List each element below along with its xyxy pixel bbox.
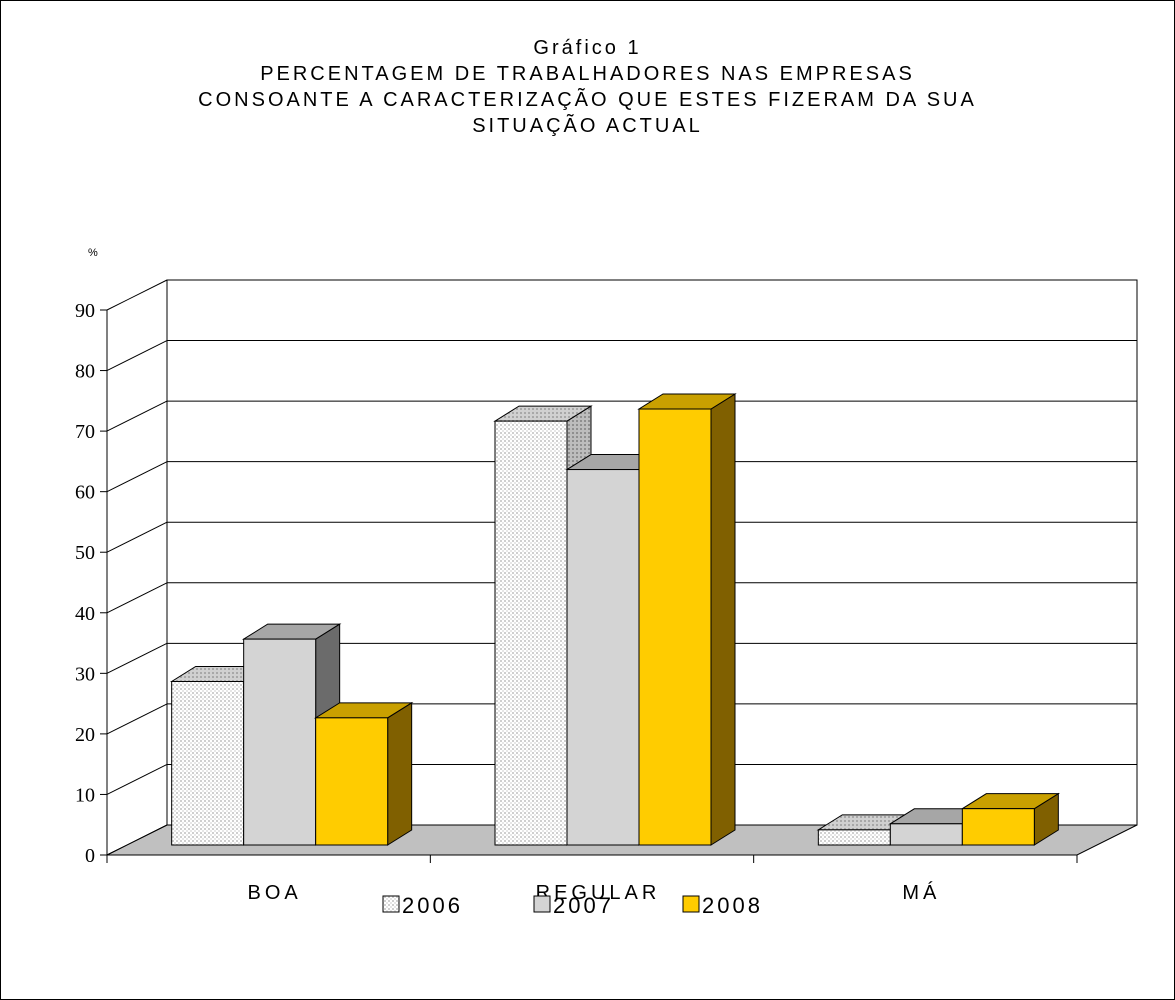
y-unit-label: % <box>88 247 98 259</box>
y-tick-label: 30 <box>75 663 95 685</box>
y-tick-label: 80 <box>75 361 95 383</box>
bar-2007-BOA <box>243 638 317 846</box>
bar-2006-REGULAR <box>494 420 568 846</box>
bar-2006-BOA <box>171 681 245 846</box>
x-category-label: MÁ <box>902 881 940 904</box>
y-tick-label: 40 <box>75 603 95 625</box>
side-wall-gridline <box>106 340 168 372</box>
x-category-label: REGULAR <box>536 882 661 904</box>
side-wall-gridline <box>106 582 168 614</box>
chart-title-line-4: SITUAÇÃO ACTUAL <box>472 115 703 137</box>
side-wall-gridline <box>106 279 168 311</box>
legend-swatch-2008 <box>682 895 700 913</box>
x-category-label: BOA <box>248 882 302 904</box>
bar-2007-REGULAR <box>566 469 640 846</box>
chart-title-line-1: Gráfico 1 <box>533 37 642 59</box>
side-wall-gridline <box>106 400 168 432</box>
legend-swatch-2007 <box>533 895 551 913</box>
y-tick-label: 60 <box>75 482 95 504</box>
side-wall-gridline <box>106 461 168 493</box>
chart-axis-labels: 0 10 20 30 40 50 60 70 80 90% BOA REGULAR MÁ <box>75 247 940 904</box>
bar-2008-MÁ <box>961 808 1035 846</box>
legend-label-2007: 2007 <box>553 893 614 918</box>
y-tick-label: 0 <box>85 845 95 867</box>
bar-2006-MÁ <box>817 829 891 846</box>
side-wall-gridline <box>106 703 168 735</box>
chart-title-line-3: CONSOANTE A CARACTERIZAÇÃO QUE ESTES FIZ… <box>198 89 977 111</box>
chart-legend: 2006 2007 2008 <box>382 893 763 918</box>
bar-side-2008 <box>387 701 413 846</box>
side-wall-gridline <box>106 824 168 856</box>
chart-bars <box>169 393 1061 846</box>
bar-2008-BOA <box>315 717 389 846</box>
side-wall-gridline <box>106 642 168 674</box>
y-tick-label: 70 <box>75 421 95 443</box>
legend-label-2008: 2008 <box>702 893 763 918</box>
y-tick-label: 10 <box>75 784 95 806</box>
bar-2007-MÁ <box>889 823 963 846</box>
bar-side-2008 <box>710 393 736 846</box>
bar-2008-REGULAR <box>638 408 712 846</box>
chart-title-line-2: PERCENTAGEM DE TRABALHADORES NAS EMPRESA… <box>260 63 915 85</box>
side-wall-gridline <box>106 521 168 553</box>
legend-label-2006: 2006 <box>402 893 463 918</box>
legend-swatch-2006 <box>382 895 400 913</box>
chart-axes <box>100 280 1078 863</box>
y-tick-label: 90 <box>75 300 95 322</box>
y-tick-label: 50 <box>75 542 95 564</box>
side-wall-gridline <box>106 763 168 795</box>
y-tick-label: 20 <box>75 724 95 746</box>
